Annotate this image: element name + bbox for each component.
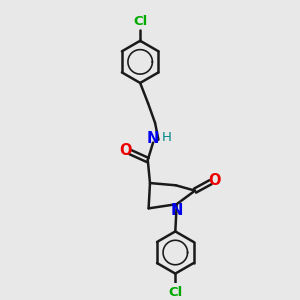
Text: N: N (171, 203, 184, 218)
Text: Cl: Cl (168, 286, 182, 299)
Text: H: H (161, 131, 171, 144)
Text: Cl: Cl (133, 15, 147, 28)
Text: O: O (120, 143, 132, 158)
Text: N: N (147, 131, 159, 146)
Text: O: O (208, 173, 221, 188)
